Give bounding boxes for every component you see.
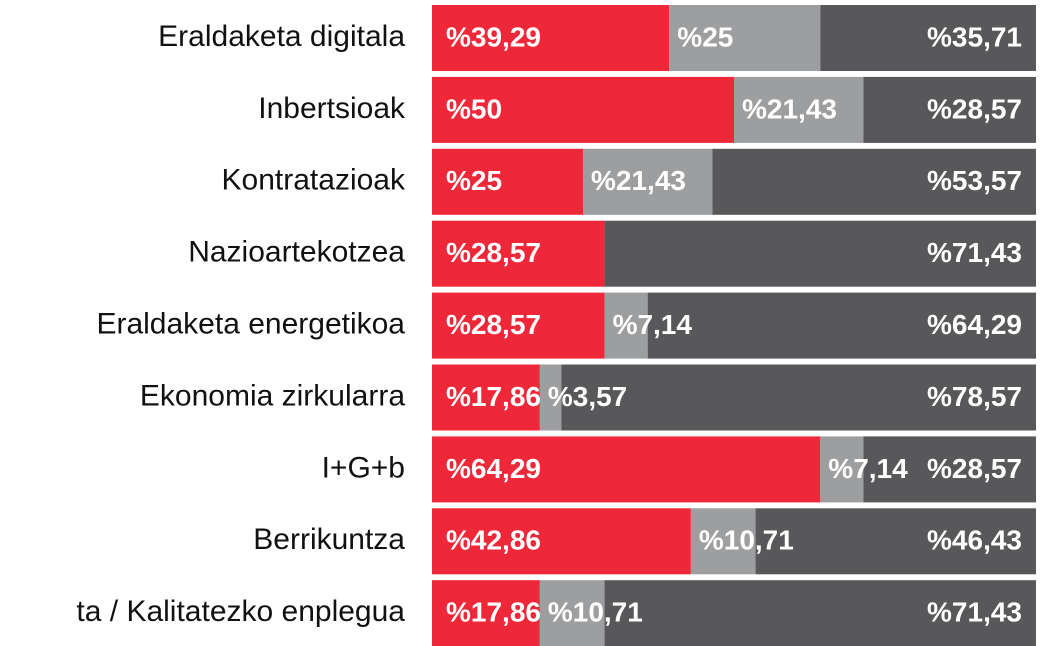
category-label: Nazioartekotzea — [188, 236, 405, 269]
category-label: Berrikuntza — [253, 523, 405, 556]
value-label: %53,57 — [927, 165, 1022, 196]
value-label: %35,71 — [927, 21, 1022, 52]
value-label: %28,57 — [446, 237, 541, 268]
bar-segment — [432, 148, 583, 215]
bar-segment — [583, 148, 713, 215]
value-label: %7,14 — [613, 309, 693, 340]
value-label: %39,29 — [446, 21, 541, 52]
value-label: %46,43 — [927, 525, 1022, 556]
bar-segment — [539, 580, 605, 646]
bar-segment — [647, 292, 1036, 359]
value-label: %21,43 — [742, 93, 837, 124]
value-label: %71,43 — [927, 237, 1022, 268]
category-label: Inbertsioak — [258, 92, 406, 125]
category-label: Eraldaketa digitala — [158, 20, 405, 53]
bar-segment — [432, 220, 605, 287]
value-label: %3,57 — [548, 381, 627, 412]
value-label: %25 — [677, 21, 733, 52]
value-label: %71,43 — [927, 597, 1022, 628]
bar-segment — [734, 76, 864, 143]
category-label: Kontratazioak — [222, 164, 406, 197]
value-label: %28,57 — [927, 453, 1022, 484]
bar-segment — [669, 5, 821, 71]
bar-segment — [539, 364, 562, 431]
value-label: %10,71 — [699, 525, 794, 556]
bar-segment — [432, 580, 540, 646]
category-label: Eraldaketa energetikoa — [96, 308, 405, 341]
value-label: %42,86 — [446, 525, 541, 556]
value-label: %50 — [446, 93, 502, 124]
value-label: %28,57 — [927, 93, 1022, 124]
value-label: %64,29 — [927, 309, 1022, 340]
bar-segment — [432, 436, 821, 503]
bar-segment — [432, 364, 540, 431]
value-label: %78,57 — [927, 381, 1022, 412]
value-label: %7,14 — [828, 453, 908, 484]
bar-segment — [820, 5, 1036, 71]
bar-segment — [432, 292, 605, 359]
bar-segment — [690, 508, 756, 575]
bar-segment — [561, 364, 1036, 431]
bar-segment — [432, 76, 734, 143]
category-label: I+G+b — [322, 451, 405, 484]
bar-segment — [604, 220, 1036, 287]
bar-segment — [712, 148, 1036, 215]
value-label: %64,29 — [446, 453, 541, 484]
value-label: %10,71 — [548, 597, 643, 628]
bar-segment — [863, 436, 1036, 503]
bar-segment — [432, 508, 691, 575]
bar-segment — [755, 508, 1036, 575]
bar-segment — [820, 436, 864, 503]
value-label: %17,86 — [446, 381, 541, 412]
value-label: %28,57 — [446, 309, 541, 340]
value-label: %17,86 — [446, 597, 541, 628]
category-label: Ekonomia zirkularra — [140, 379, 405, 412]
bar-segment — [604, 292, 648, 359]
bar-segment — [432, 5, 670, 71]
value-label: %21,43 — [591, 165, 686, 196]
bar-segment — [863, 76, 1036, 143]
bar-segment — [604, 580, 1036, 646]
value-label: %25 — [446, 165, 502, 196]
category-label: ta / Kalitatezko enplegua — [76, 595, 405, 628]
